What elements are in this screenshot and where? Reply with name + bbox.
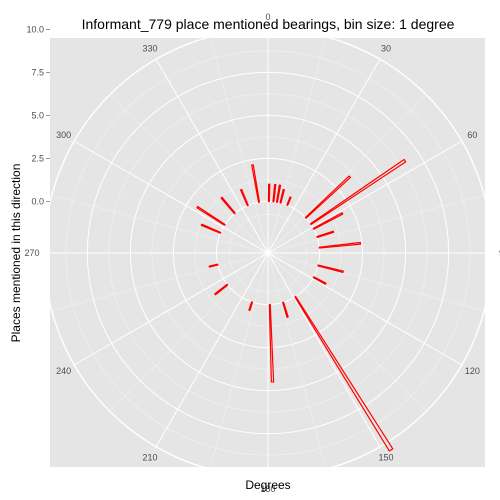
major-grid-spoke: [73, 140, 269, 254]
angle-tick-label: 300: [56, 130, 71, 140]
angle-tick-label: 60: [467, 130, 477, 140]
angle-tick-label: 90: [499, 248, 500, 258]
minor-grid-spoke: [109, 252, 269, 412]
major-grid-spoke: [267, 252, 381, 448]
bar: [294, 295, 394, 452]
bar: [317, 264, 344, 273]
minor-grid-spoke: [209, 36, 269, 254]
y-axis-title: Places mentioned in this direction: [9, 164, 23, 343]
major-grid-spoke: [73, 252, 269, 366]
bar: [239, 188, 249, 207]
angle-tick-label: 150: [378, 452, 393, 462]
bar: [279, 188, 285, 204]
bar: [282, 301, 289, 318]
radial-tick-label: 5.0: [31, 110, 44, 120]
bar: [251, 164, 261, 203]
angle-tick-label: 180: [260, 484, 275, 494]
bar: [200, 223, 222, 234]
grid-lines: [43, 28, 493, 478]
minor-grid-spoke: [209, 252, 269, 470]
radial-tick-labels: 0.0 2.5 5.0 7.5 10.0: [26, 24, 50, 206]
bar: [248, 301, 254, 312]
major-grid-spoke: [267, 252, 463, 366]
minor-grid-spoke: [267, 36, 327, 254]
minor-grid-spoke: [267, 252, 427, 412]
bar: [316, 230, 335, 239]
angle-tick-label: 240: [56, 366, 71, 376]
bar: [267, 183, 271, 203]
major-grid-spoke: [267, 58, 381, 254]
bars: [196, 158, 407, 452]
angle-tick-label: 30: [381, 44, 391, 54]
minor-grid-spoke: [267, 194, 485, 254]
minor-grid-spoke: [51, 252, 269, 312]
bar: [208, 263, 219, 268]
bar: [304, 175, 352, 219]
bar: [196, 205, 226, 226]
major-grid-spoke: [155, 252, 269, 448]
bar: [318, 241, 362, 249]
minor-grid-spoke: [51, 194, 269, 254]
bar: [268, 303, 275, 383]
bar: [309, 158, 407, 226]
chart-title: Informant_779 place mentioned bearings, …: [82, 16, 455, 32]
angle-tick-label: 0: [265, 12, 270, 22]
major-grid-spoke: [267, 140, 463, 254]
minor-grid-spoke: [267, 252, 327, 470]
x-axis-title: Degrees: [245, 478, 290, 492]
minor-grid-spoke: [109, 94, 269, 254]
angle-tick-label: 270: [24, 248, 39, 258]
major-grid-spoke: [155, 58, 269, 254]
minor-grid-spoke: [267, 94, 427, 254]
bar: [286, 196, 292, 206]
bar: [272, 183, 277, 203]
bar: [220, 196, 236, 215]
minor-grid-spoke: [267, 252, 485, 312]
angle-tick-label: 330: [142, 44, 157, 54]
radial-tick-label: 0.0: [31, 196, 44, 206]
angle-tick-label: 210: [142, 452, 157, 462]
radial-tick-label: 2.5: [31, 153, 44, 163]
bar: [312, 276, 327, 285]
bar: [275, 184, 282, 203]
radial-tick-label: 10.0: [26, 24, 44, 34]
bar: [214, 283, 229, 296]
radial-tick-label: 7.5: [31, 67, 44, 77]
bar: [312, 212, 344, 230]
angle-tick-label: 120: [465, 366, 480, 376]
angle-tick-labels: 0 30 60 90 120 150 180 210 240 270 300 330: [24, 12, 500, 494]
